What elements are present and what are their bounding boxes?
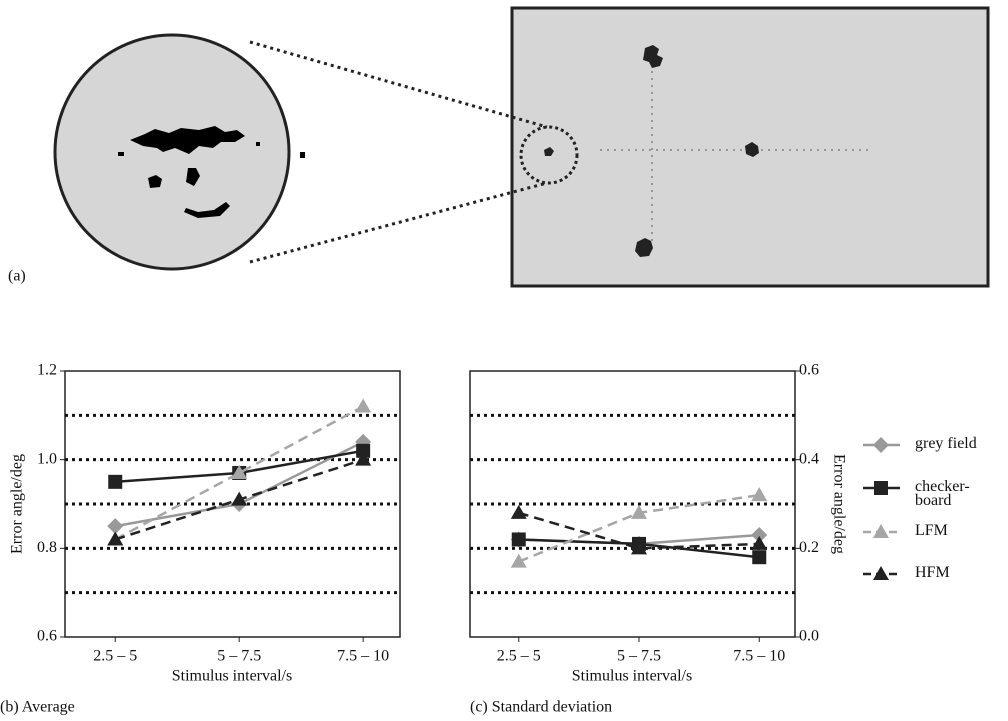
chart: (a) 0.6 0.8 1.0 1.2 2.5 – 5 5 – 7.5 7.5 – 10 St… [0, 0, 1008, 721]
y-tick-label: 1.2 [37, 362, 57, 379]
y-tick-label: 0.0 [799, 628, 819, 645]
marker [355, 398, 371, 412]
marker [511, 505, 527, 519]
x-tick-label: 2.5 – 5 [497, 648, 541, 665]
legend-marker [873, 437, 889, 453]
legend-label: HFM [915, 566, 977, 580]
legend-label: grey field [915, 437, 977, 451]
series-line [115, 442, 363, 526]
y-tick-label: 0.4 [799, 450, 819, 467]
x-tick-label: 7.5 – 10 [337, 648, 389, 665]
y-tick-label: 0.8 [37, 539, 57, 556]
y-tick-label: 0.2 [799, 539, 819, 556]
marker [512, 532, 526, 546]
panel-label: (a) [8, 268, 26, 285]
caption: (b) Average [0, 699, 75, 716]
legend-label: checker-board [915, 480, 977, 508]
zoom-illustration [55, 8, 988, 286]
x-tick-label: 2.5 – 5 [93, 648, 137, 665]
x-axis-label: Stimulus interval/s [572, 668, 692, 685]
x-tick-label: 5 – 7.5 [217, 648, 261, 665]
x-tick-label: 5 – 7.5 [617, 648, 661, 665]
y-axis-label: Error angle/deg [9, 454, 26, 554]
x-tick-label: 7.5 – 10 [733, 648, 785, 665]
y-tick-label: 1.0 [37, 450, 57, 467]
y-tick-label: 0.6 [799, 362, 819, 379]
legend-marker [873, 524, 889, 538]
caption: (c) Standard deviation [470, 699, 612, 716]
y-tick-label: 0.6 [37, 628, 57, 645]
figure: (a) 0.6 0.8 1.0 1.2 2.5 – 5 5 – 7.5 7.5 – 10 St… [0, 0, 1008, 721]
legend-label: LFM [915, 524, 977, 538]
marker [108, 475, 122, 489]
x-axis-label: Stimulus interval/s [172, 668, 292, 685]
marker [751, 487, 767, 501]
legend-marker [873, 566, 889, 580]
marker [752, 550, 766, 564]
y-axis-label: Error angle/deg [830, 454, 847, 554]
legend-marker [874, 481, 888, 495]
